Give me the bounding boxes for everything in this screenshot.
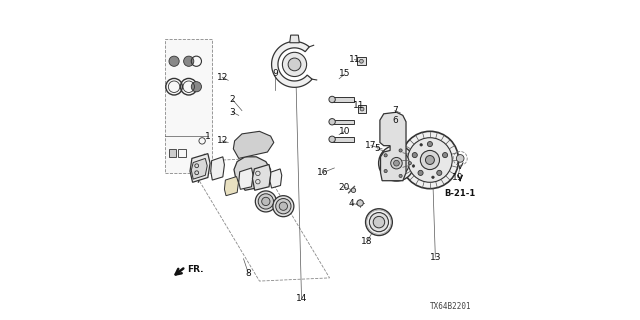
Ellipse shape xyxy=(169,56,179,66)
Ellipse shape xyxy=(408,138,452,182)
Ellipse shape xyxy=(273,196,294,217)
Ellipse shape xyxy=(391,157,402,169)
Polygon shape xyxy=(357,57,365,65)
Ellipse shape xyxy=(379,145,414,181)
Ellipse shape xyxy=(351,188,356,193)
Bar xyxy=(332,137,355,141)
Text: B-21-1: B-21-1 xyxy=(445,189,476,198)
Ellipse shape xyxy=(282,52,307,76)
Polygon shape xyxy=(270,169,282,188)
Ellipse shape xyxy=(279,202,287,210)
Bar xyxy=(178,148,186,157)
Polygon shape xyxy=(225,177,239,196)
Ellipse shape xyxy=(329,96,335,103)
Text: 12: 12 xyxy=(216,73,228,82)
Text: 20: 20 xyxy=(338,183,349,192)
Ellipse shape xyxy=(412,153,417,158)
Ellipse shape xyxy=(373,216,385,228)
Text: 8: 8 xyxy=(245,268,251,278)
Ellipse shape xyxy=(365,209,392,236)
Bar xyxy=(332,120,355,124)
Text: 11: 11 xyxy=(353,101,365,110)
Text: 13: 13 xyxy=(429,253,441,262)
Text: 18: 18 xyxy=(362,237,373,246)
Ellipse shape xyxy=(432,176,434,179)
Polygon shape xyxy=(290,35,300,43)
Ellipse shape xyxy=(399,174,402,178)
Bar xyxy=(164,39,212,173)
Ellipse shape xyxy=(258,194,273,209)
Ellipse shape xyxy=(426,156,435,164)
Ellipse shape xyxy=(384,150,409,176)
Ellipse shape xyxy=(360,107,364,111)
Ellipse shape xyxy=(442,153,447,158)
Text: FR.: FR. xyxy=(187,265,204,275)
Polygon shape xyxy=(234,157,271,190)
Polygon shape xyxy=(358,105,366,113)
Text: 10: 10 xyxy=(339,127,351,136)
Ellipse shape xyxy=(384,154,387,157)
Text: 1: 1 xyxy=(205,132,211,140)
Polygon shape xyxy=(190,154,210,182)
Text: 17: 17 xyxy=(365,141,377,150)
Ellipse shape xyxy=(436,170,442,175)
Ellipse shape xyxy=(401,131,459,189)
Text: 7: 7 xyxy=(392,106,397,115)
Text: 19: 19 xyxy=(452,173,464,182)
Ellipse shape xyxy=(418,170,423,175)
Text: 14: 14 xyxy=(296,294,307,303)
Ellipse shape xyxy=(191,82,202,92)
Ellipse shape xyxy=(255,191,276,212)
Ellipse shape xyxy=(329,119,335,125)
Text: 16: 16 xyxy=(317,168,328,177)
Polygon shape xyxy=(252,164,271,190)
Text: 6: 6 xyxy=(392,116,397,125)
Polygon shape xyxy=(271,42,312,87)
Ellipse shape xyxy=(357,200,364,206)
Ellipse shape xyxy=(420,150,440,170)
Ellipse shape xyxy=(384,170,387,173)
Bar xyxy=(169,148,176,157)
Text: 3: 3 xyxy=(230,108,236,117)
Ellipse shape xyxy=(262,197,270,205)
Ellipse shape xyxy=(276,198,291,214)
Ellipse shape xyxy=(288,58,301,71)
Text: TX64B2201: TX64B2201 xyxy=(429,302,471,311)
Ellipse shape xyxy=(394,160,399,166)
Text: 15: 15 xyxy=(339,69,351,78)
Text: 11: 11 xyxy=(349,55,360,64)
Polygon shape xyxy=(239,168,253,189)
Ellipse shape xyxy=(329,136,335,142)
Ellipse shape xyxy=(420,144,422,146)
Ellipse shape xyxy=(360,59,364,63)
Ellipse shape xyxy=(408,162,412,165)
Text: 2: 2 xyxy=(230,95,235,104)
Ellipse shape xyxy=(184,56,194,66)
Ellipse shape xyxy=(369,212,388,232)
Ellipse shape xyxy=(428,141,433,147)
Text: 12: 12 xyxy=(216,136,228,145)
Polygon shape xyxy=(380,112,406,181)
Ellipse shape xyxy=(456,155,464,162)
Polygon shape xyxy=(191,158,207,179)
Polygon shape xyxy=(211,157,225,180)
Polygon shape xyxy=(234,131,274,158)
Bar xyxy=(332,97,355,102)
Ellipse shape xyxy=(412,165,415,167)
Text: 5: 5 xyxy=(374,144,380,153)
Text: 4: 4 xyxy=(348,198,354,207)
Text: 9: 9 xyxy=(273,69,278,78)
Ellipse shape xyxy=(399,149,402,152)
